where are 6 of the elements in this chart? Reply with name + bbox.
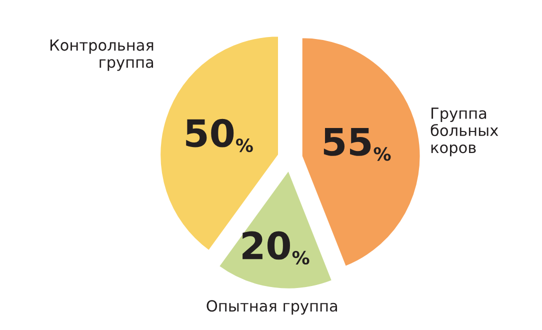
data-label: 55% <box>324 128 391 161</box>
slice-label: Опытная группа <box>206 300 337 315</box>
data-label: 50% <box>186 118 253 152</box>
slice-label: Группа больных коров <box>430 108 498 156</box>
slice-label: Контрольная группа <box>50 39 154 71</box>
data-label: 20% <box>242 231 310 265</box>
